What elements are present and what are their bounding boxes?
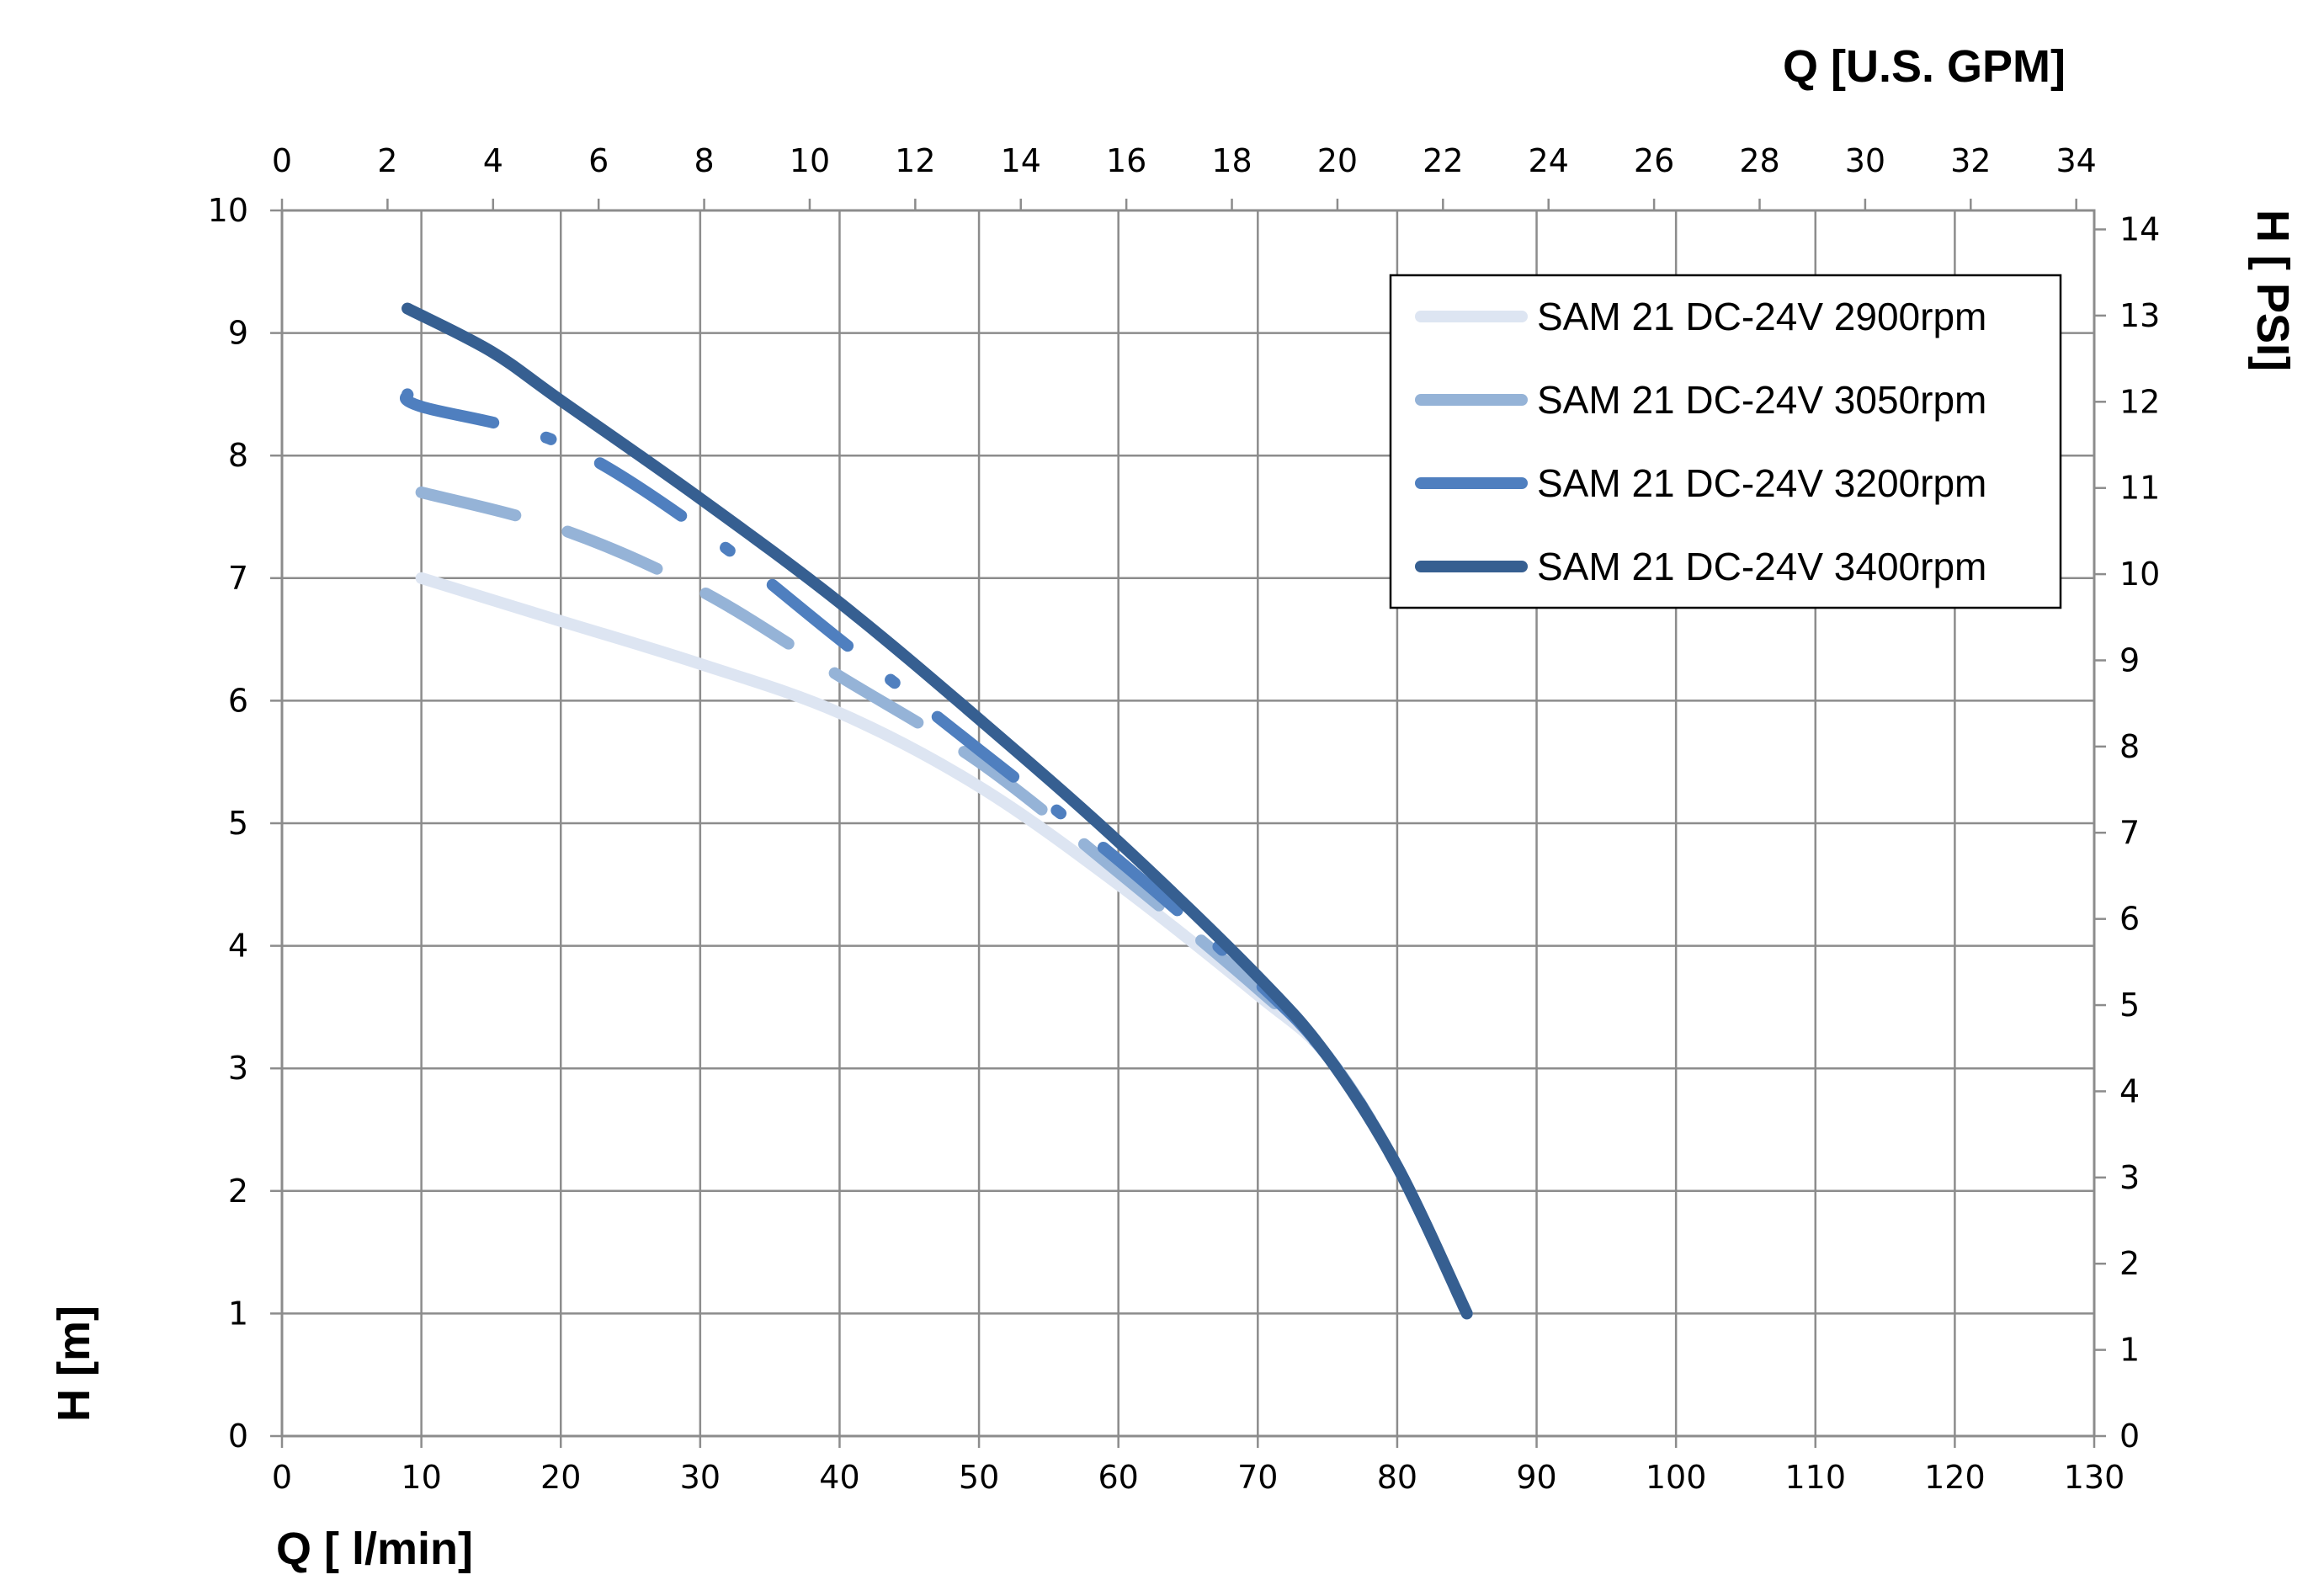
series-line-3 <box>399 388 1473 1320</box>
x-tick-label: 10 <box>401 1459 441 1496</box>
x2-tick-label: 4 <box>483 142 503 179</box>
x-tick-label: 110 <box>1785 1459 1847 1496</box>
x-tick-label: 80 <box>1377 1459 1417 1496</box>
y-tick-label: 10 <box>208 192 248 229</box>
y2-axis-title: H [ PSI] <box>2247 210 2298 371</box>
y2-tick-label: 7 <box>2119 814 2140 851</box>
x2-tick-label: 18 <box>1211 142 1252 179</box>
y-tick-label: 3 <box>228 1050 248 1087</box>
y2-tick-label: 14 <box>2119 211 2160 248</box>
y2-tick-label: 8 <box>2119 728 2140 765</box>
x2-tick-label: 12 <box>895 142 935 179</box>
y2-tick-label: 1 <box>2119 1332 2140 1369</box>
legend-box <box>1389 274 2062 609</box>
x-tick-label: 70 <box>1237 1459 1278 1496</box>
y2-tick-label: 13 <box>2119 297 2160 334</box>
x2-tick-label: 8 <box>694 142 714 179</box>
y-tick-label: 1 <box>228 1295 248 1332</box>
y-tick-label: 7 <box>228 560 248 597</box>
y2-tick-label: 12 <box>2119 383 2160 420</box>
x2-tick-label: 26 <box>1634 142 1674 179</box>
x-axis-title: Q [ l/min] <box>276 1524 473 1574</box>
x2-tick-label: 20 <box>1317 142 1358 179</box>
y-tick-label: 5 <box>228 805 248 842</box>
y2-tick-label: 11 <box>2119 470 2160 507</box>
y-tick-label: 8 <box>228 437 248 474</box>
data-series <box>399 302 1473 1320</box>
y2-tick-label: 3 <box>2119 1159 2140 1196</box>
x2-tick-label: 6 <box>588 142 609 179</box>
x2-tick-label: 0 <box>272 142 292 179</box>
y2-tick-label: 4 <box>2119 1072 2140 1109</box>
y-tick-label: 9 <box>228 315 248 352</box>
x-tick-label: 30 <box>680 1459 721 1496</box>
legend: SAM 21 DC-24V 2900rpm SAM 21 DC-24V 3050r… <box>1389 274 2062 609</box>
x-tick-label: 130 <box>2064 1459 2125 1496</box>
x2-tick-label: 24 <box>1529 142 1569 179</box>
x-tick-label: 90 <box>1516 1459 1556 1496</box>
legend-label: SAM 21 DC-24V 3200rpm <box>1537 461 1986 505</box>
x2-tick-label: 2 <box>377 142 397 179</box>
y2-tick-label: 5 <box>2119 987 2140 1024</box>
x2-axis-title: Q [U.S. GPM] <box>1783 41 2066 92</box>
x-tick-label: 40 <box>819 1459 859 1496</box>
x-tick-label: 60 <box>1098 1459 1139 1496</box>
x-tick-label: 20 <box>540 1459 581 1496</box>
y2-tick-label: 10 <box>2119 556 2160 593</box>
x2-tick-label: 32 <box>1950 142 1991 179</box>
x-tick-label: 120 <box>1924 1459 1986 1496</box>
x2-tick-label: 16 <box>1106 142 1146 179</box>
legend-label: SAM 21 DC-24V 3400rpm <box>1537 545 1986 588</box>
y-tick-label: 0 <box>228 1418 248 1455</box>
y2-tick-label: 9 <box>2119 641 2140 678</box>
y-tick-label: 6 <box>228 682 248 719</box>
series-line-4 <box>402 302 1473 1320</box>
y-tick-label: 4 <box>228 928 248 965</box>
x2-tick-label: 30 <box>1845 142 1885 179</box>
x-tick-label: 50 <box>959 1459 999 1496</box>
legend-label: SAM 21 DC-24V 3050rpm <box>1537 378 1986 422</box>
y2-tick-label: 0 <box>2119 1418 2140 1455</box>
x2-tick-label: 28 <box>1739 142 1779 179</box>
x-tick-label: 0 <box>272 1459 292 1496</box>
x2-tick-label: 10 <box>790 142 830 179</box>
x2-tick-label: 34 <box>2056 142 2097 179</box>
x-tick-label: 100 <box>1646 1459 1707 1496</box>
y-tick-label: 2 <box>228 1173 248 1210</box>
y-axis-title: H [m] <box>49 1306 99 1422</box>
x2-tick-label: 14 <box>1001 142 1041 179</box>
x2-tick-label: 22 <box>1423 142 1463 179</box>
legend-label: SAM 21 DC-24V 2900rpm <box>1537 295 1986 338</box>
y2-tick-label: 2 <box>2119 1245 2140 1282</box>
y2-tick-label: 6 <box>2119 901 2140 938</box>
